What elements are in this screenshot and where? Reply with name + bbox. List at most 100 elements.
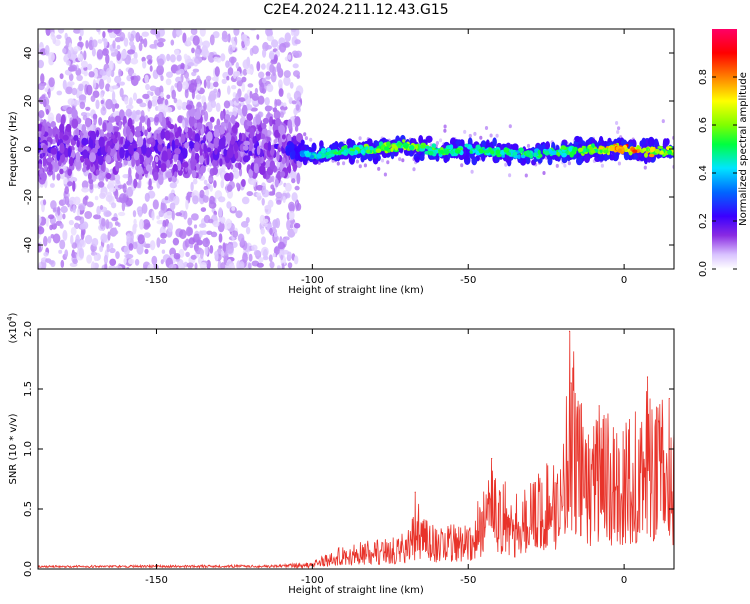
y-tick-label: 1.5: [23, 381, 34, 397]
noise-blob: [195, 94, 202, 100]
band-blob: [120, 137, 124, 145]
noise-blob: [123, 258, 127, 264]
noise-blob: [80, 230, 85, 240]
noise-blob: [186, 37, 191, 47]
band-blob: [95, 139, 99, 147]
noise-blob: [81, 180, 89, 190]
noise-blob: [171, 89, 176, 100]
noise-blob: [127, 31, 131, 40]
band-blob: [194, 122, 198, 128]
band-blob: [167, 121, 172, 128]
band-blob: [62, 134, 69, 141]
band-blob: [190, 159, 195, 171]
noise-blob: [71, 242, 78, 249]
band-blob: [249, 127, 255, 140]
noise-blob: [273, 232, 278, 238]
ridge-core-blob: [517, 154, 521, 160]
noise-blob: [252, 176, 256, 188]
snr-x-axis-label: Height of straight line (km): [288, 585, 424, 596]
noise-blob: [209, 34, 215, 46]
noise-blob: [189, 244, 194, 249]
noise-blob: [282, 196, 286, 203]
band-blob: [187, 127, 193, 138]
noise-blob: [264, 97, 270, 106]
noise-blob: [138, 42, 143, 52]
noise-blob: [151, 210, 155, 221]
noise-blob: [147, 264, 155, 269]
ridge-core-blob: [550, 150, 556, 156]
ridge-base-blob: [481, 140, 486, 149]
faint-blob: [358, 136, 362, 141]
noise-blob: [287, 54, 292, 61]
snr-multiplier-label: (x104): [6, 312, 19, 343]
band-blob: [141, 142, 147, 155]
band-blob: [128, 167, 132, 178]
spectrogram-y-axis-label: Frequency (Hz): [8, 111, 19, 187]
noise-blob: [161, 249, 166, 254]
snr-multiplier-base: (x10: [8, 321, 19, 344]
noise-blob: [108, 60, 114, 71]
band-blob: [89, 152, 96, 163]
noise-blob: [135, 75, 141, 82]
noise-blob: [206, 79, 211, 89]
ridge-core-blob: [475, 144, 481, 150]
noise-blob: [226, 201, 232, 209]
noise-blob: [62, 213, 66, 220]
band-blob: [213, 180, 217, 189]
noise-blob: [192, 195, 199, 205]
ridge-core-blob: [386, 141, 391, 147]
noise-blob: [141, 31, 149, 37]
colorbar-tick-label: 0.2: [698, 213, 709, 229]
y-tick-label: -20: [23, 189, 34, 205]
noise-blob: [160, 232, 168, 239]
noise-blob: [226, 244, 234, 254]
colorbar-tick-label: 0.6: [698, 117, 709, 133]
band-blob: [38, 143, 42, 154]
ridge-core-blob: [440, 149, 444, 153]
noise-blob: [238, 97, 246, 102]
ridge-core-blob: [572, 146, 578, 152]
noise-blob: [127, 49, 135, 55]
ridge-core-blob: [537, 149, 541, 155]
band-blob: [272, 187, 276, 196]
band-blob: [206, 131, 213, 143]
noise-blob: [86, 201, 94, 208]
noise-blob: [142, 60, 147, 69]
band-blob: [84, 117, 92, 128]
noise-blob: [287, 251, 292, 260]
band-blob: [95, 129, 100, 138]
noise-blob: [60, 205, 68, 214]
noise-blob: [59, 73, 64, 80]
noise-blob: [256, 192, 262, 197]
band-blob: [160, 162, 167, 172]
noise-blob: [228, 263, 235, 269]
noise-blob: [68, 219, 74, 226]
band-blob: [77, 146, 84, 153]
band-blob: [112, 103, 116, 113]
band-blob: [188, 115, 196, 127]
noise-blob: [91, 39, 98, 48]
noise-blob: [208, 177, 214, 182]
noise-blob: [78, 247, 85, 259]
faint-blob: [463, 129, 467, 134]
band-blob: [174, 171, 178, 178]
band-blob: [55, 133, 59, 143]
snr-peak-point: [414, 491, 416, 493]
noise-blob: [199, 189, 205, 199]
faint-blob: [386, 160, 390, 165]
noise-blob: [267, 199, 274, 208]
noise-blob: [166, 53, 171, 62]
faint-blob: [495, 133, 499, 138]
noise-blob: [249, 29, 257, 32]
noise-blob: [253, 250, 261, 257]
noise-blob: [94, 195, 99, 201]
noise-blob: [182, 119, 186, 129]
band-blob: [226, 147, 234, 159]
noise-blob: [293, 90, 302, 102]
y-tick-label: 20: [23, 95, 34, 108]
band-blob: [190, 154, 195, 162]
noise-blob: [261, 189, 270, 198]
noise-blob: [196, 101, 202, 108]
band-blob: [246, 191, 254, 197]
noise-blob: [292, 63, 299, 69]
